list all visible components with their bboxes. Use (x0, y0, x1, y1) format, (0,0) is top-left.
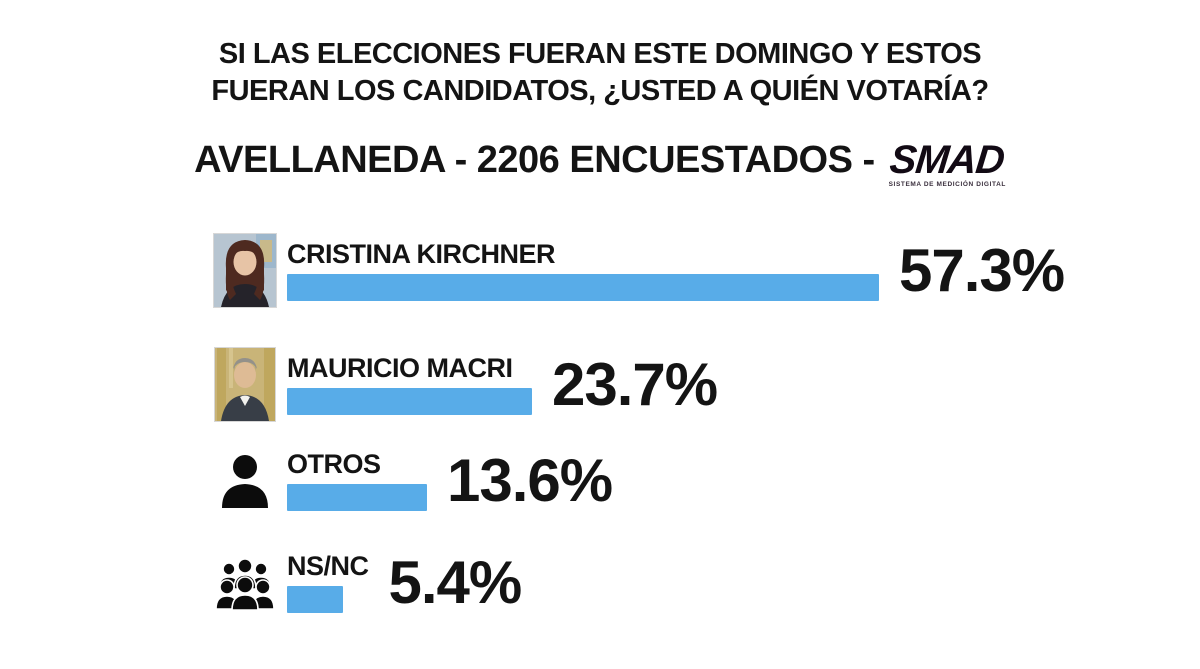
poll-percentage: 23.7% (552, 350, 718, 418)
poll-row-ns-nc: NS/NC 5.4% (212, 548, 523, 616)
cristina-kirchner-photo (213, 233, 277, 308)
candidate-name: MAURICIO MACRI (287, 353, 513, 383)
row-media (212, 556, 278, 611)
people-group-icon (215, 556, 275, 611)
candidate-name: OTROS (287, 449, 381, 479)
poll-percentage: 13.6% (447, 446, 613, 514)
mauricio-macri-photo (214, 347, 276, 422)
title-line-2: FUERAN LOS CANDIDATOS, ¿USTED A QUIÉN VO… (211, 75, 989, 107)
poll-row-mauricio-macri: MAURICIO MACRI 23.7% (212, 347, 718, 422)
poll-percentage: 5.4% (388, 548, 523, 616)
poll-bar (287, 274, 879, 301)
poll-percentage: 57.3% (899, 236, 1065, 304)
poll-bar (287, 586, 343, 613)
poll-bar (287, 484, 427, 511)
row-media (212, 454, 278, 508)
title-line-1: SI LAS ELECCIONES FUERAN ESTE DOMINGO Y … (218, 38, 982, 70)
person-silhouette-icon (220, 454, 270, 508)
poll-bar (287, 388, 532, 415)
row-body: MAURICIO MACRI (287, 354, 532, 415)
smad-logo: SMAD SISTEMA DE MEDICIÓN DIGITAL (888, 138, 1007, 188)
subtitle: AVELLANEDA - 2206 ENCUESTADOS - SMAD SIS… (0, 138, 1200, 188)
row-media (212, 347, 278, 422)
row-body: CRISTINA KIRCHNER (287, 240, 879, 301)
row-body: OTROS (287, 450, 427, 511)
candidate-name: CRISTINA KIRCHNER (287, 239, 556, 269)
smad-logo-tagline: SISTEMA DE MEDICIÓN DIGITAL (888, 181, 1006, 188)
poll-row-cristina-kirchner: CRISTINA KIRCHNER 57.3% (212, 233, 1065, 308)
smad-logo-wordmark: SMAD (888, 138, 1007, 182)
subtitle-text: AVELLANEDA - 2206 ENCUESTADOS - (194, 139, 875, 181)
row-media (212, 233, 278, 308)
poll-row-otros: OTROS 13.6% (212, 446, 613, 514)
page-title: SI LAS ELECCIONES FUERAN ESTE DOMINGO Y … (0, 36, 1200, 110)
candidate-name: NS/NC (287, 551, 369, 581)
row-body: NS/NC (287, 552, 369, 613)
